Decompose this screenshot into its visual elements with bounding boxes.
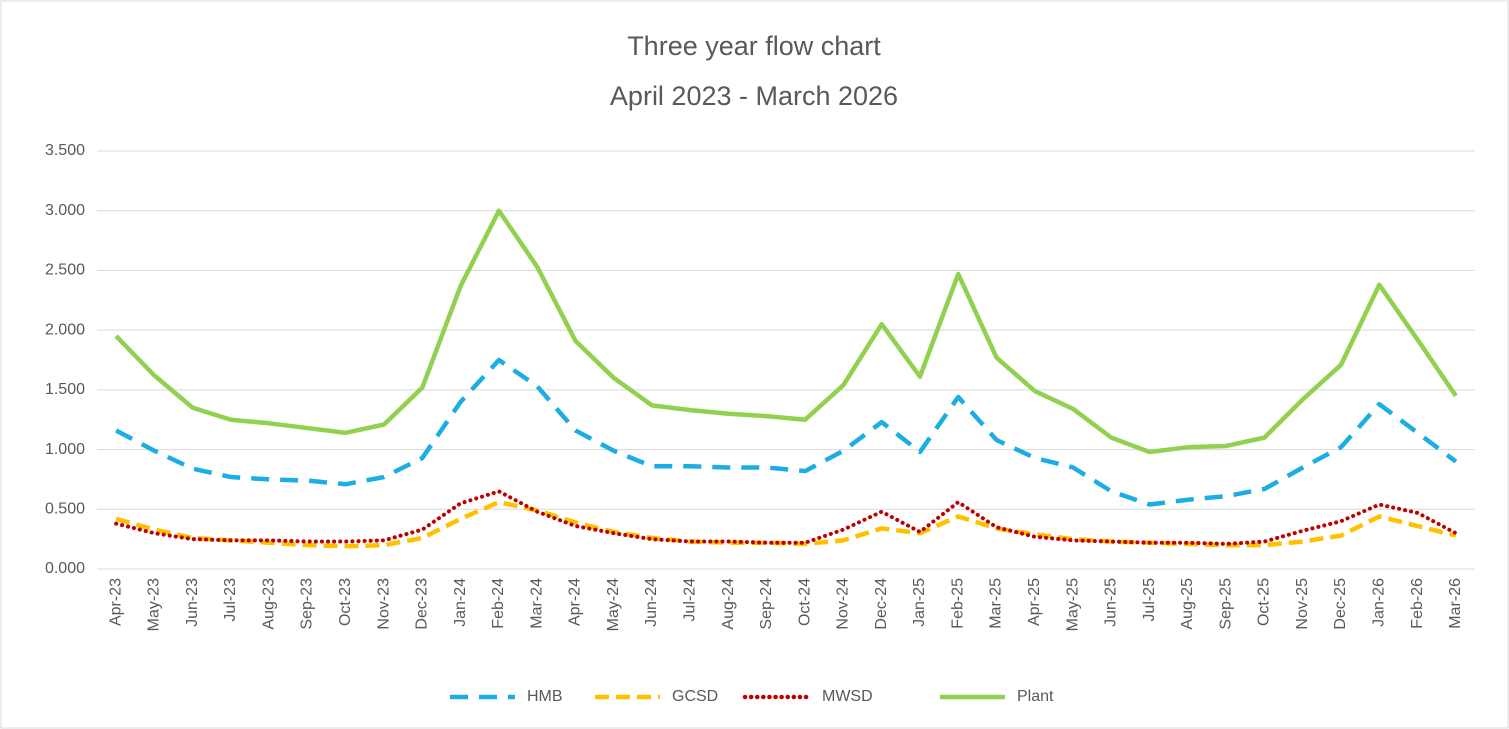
y-tick-label: 0.500 [45, 501, 85, 518]
x-tick-label: May-24 [605, 578, 622, 631]
y-tick-label: 1.000 [45, 441, 85, 458]
y-tick-label: 2.500 [45, 262, 85, 279]
x-tick-label: Jul-25 [1141, 578, 1158, 622]
y-tick-label: 2.000 [45, 321, 85, 338]
x-tick-label: Dec-25 [1332, 578, 1349, 630]
series-line [114, 208, 1458, 455]
x-tick-label: Feb-24 [490, 578, 507, 629]
x-tick-label: Dec-24 [873, 578, 890, 630]
x-tick-label: Sep-24 [758, 578, 775, 630]
x-tick-label: Feb-25 [949, 578, 966, 629]
x-tick-label: Jul-23 [222, 578, 239, 622]
x-tick-label: Apr-24 [567, 578, 584, 626]
chart-title: Three year flow chart [627, 31, 881, 61]
x-tick-label: May-23 [146, 578, 163, 631]
x-tick-label: Sep-25 [1217, 578, 1234, 630]
x-tick-label: Jan-26 [1371, 578, 1388, 627]
x-tick-label: Mar-24 [528, 578, 545, 629]
x-tick-label: Jan-25 [911, 578, 928, 627]
x-tick-label: Jun-25 [1103, 578, 1120, 627]
x-tick-label: Nov-23 [375, 578, 392, 630]
x-tick-label: Jan-24 [452, 578, 469, 627]
x-tick-label: Apr-23 [107, 578, 124, 626]
legend-label: MWSD [822, 688, 873, 705]
x-tick-label: Sep-23 [299, 578, 316, 630]
x-tick-label: May-25 [1064, 578, 1081, 631]
x-tick-label: Jun-23 [184, 578, 201, 627]
x-tick-label: Jul-24 [682, 578, 699, 622]
x-tick-label: Nov-24 [835, 578, 852, 630]
x-tick-label: Mar-26 [1447, 578, 1464, 629]
x-tick-label: Oct-24 [796, 578, 813, 626]
y-tick-label: 0.000 [45, 560, 85, 577]
legend-label: Plant [1017, 688, 1054, 705]
x-tick-label: Aug-24 [720, 578, 737, 630]
x-tick-label: Jun-24 [643, 578, 660, 627]
series-line [115, 499, 1457, 549]
x-tick-label: Oct-25 [1256, 578, 1273, 626]
y-tick-label: 1.500 [45, 381, 85, 398]
legend-label: HMB [527, 688, 563, 705]
legend-label: GCSD [672, 688, 718, 705]
x-tick-label: Apr-25 [1026, 578, 1043, 626]
x-tick-label: Feb-26 [1409, 578, 1426, 629]
x-tick-label: Oct-23 [337, 578, 354, 626]
x-tick-label: Aug-23 [260, 578, 277, 630]
x-tick-label: Aug-25 [1179, 578, 1196, 630]
y-tick-label: 3.000 [45, 202, 85, 219]
series-line [114, 489, 1458, 546]
chart-subtitle: April 2023 - March 2026 [610, 81, 898, 111]
x-tick-label: Mar-25 [988, 578, 1005, 629]
x-tick-label: Nov-25 [1294, 578, 1311, 630]
x-tick-label: Dec-23 [414, 578, 431, 630]
y-tick-label: 3.500 [45, 142, 85, 159]
series-line [115, 357, 1458, 507]
